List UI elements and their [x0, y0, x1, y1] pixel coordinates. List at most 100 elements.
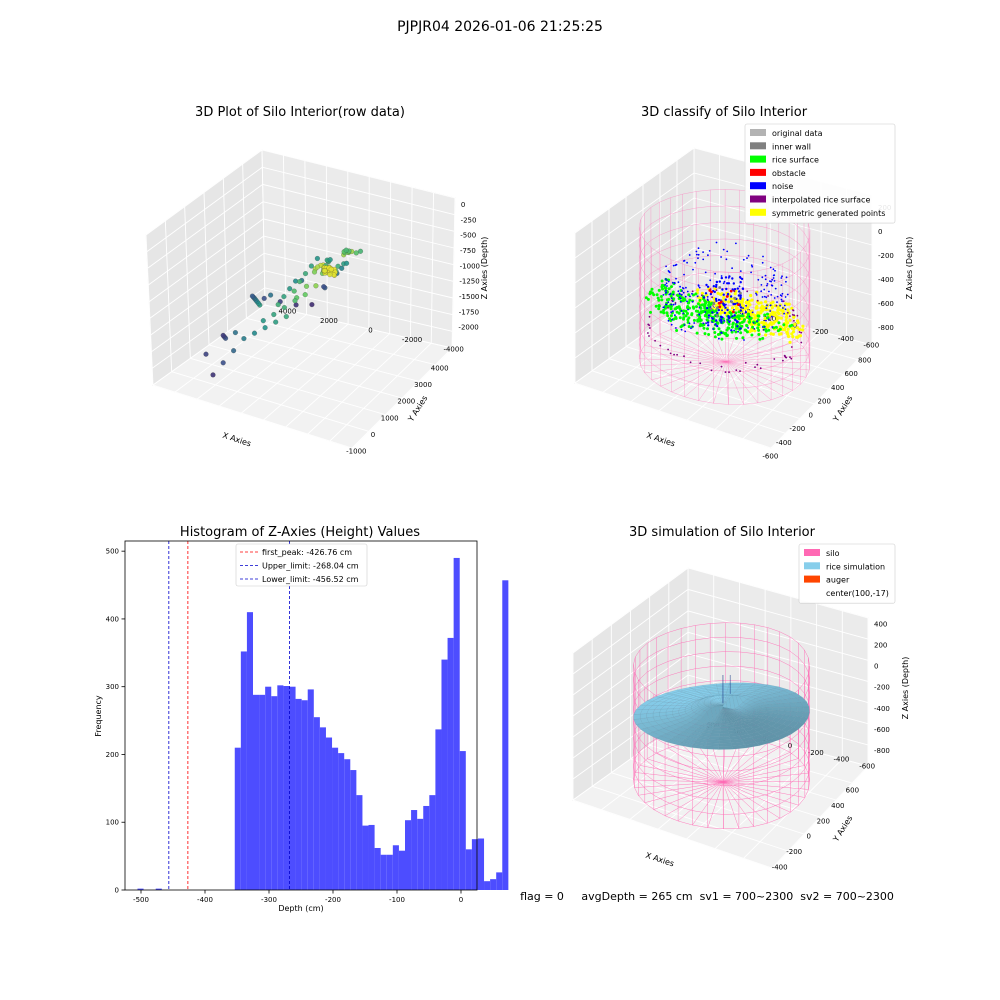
cls-noise-point	[666, 285, 668, 287]
cls-rice-point	[682, 298, 686, 302]
cls-rice-point	[701, 310, 705, 314]
raw-point	[304, 283, 310, 289]
cls-symmetric-point	[773, 311, 777, 315]
cls-rice-point	[751, 325, 755, 329]
cls-rice-point	[665, 311, 669, 315]
cls-noise-point	[687, 308, 689, 311]
cls-interpolated-point	[647, 332, 649, 334]
cls-interpolated-point	[756, 363, 759, 366]
sim-surface-facet	[784, 707, 792, 712]
cls-noise-point	[766, 283, 769, 285]
cls-noise-point	[769, 280, 771, 282]
sim-grid-y	[714, 751, 817, 849]
cls-center-noise-point	[719, 318, 723, 321]
cls-interpolated-point	[792, 309, 795, 312]
raw-grid-y	[307, 338, 411, 435]
cls-rice-point	[730, 325, 734, 329]
cls-noise-point	[722, 282, 725, 285]
cls-center-noise-point	[744, 311, 748, 314]
cls-obstacle-point	[732, 310, 735, 314]
cls-center-noise-point	[737, 294, 741, 297]
cls-rice-point	[691, 305, 695, 309]
cls-noise-point	[783, 304, 786, 307]
raw-point	[252, 330, 258, 336]
cls-center-noise-point	[732, 282, 735, 285]
cls-noise-point	[692, 268, 694, 271]
cls-noise-point	[709, 279, 712, 282]
cls-silo-spoke	[713, 361, 726, 404]
cls-noise-point	[753, 328, 756, 330]
cls-center-noise-point	[707, 324, 710, 327]
cls-legend-swatch	[750, 208, 766, 216]
cls-symmetric-point	[763, 316, 767, 321]
cls-symmetric-point	[779, 332, 783, 336]
status-footer: flag = 0 avgDepth = 265 cm sv1 = 700~230…	[520, 890, 894, 903]
cls-noise-point	[697, 247, 700, 250]
cls-noise-point	[684, 295, 687, 298]
cls-rice-point	[673, 307, 677, 311]
cls-noise-point	[769, 310, 772, 312]
raw-point	[303, 271, 309, 277]
cls-rice-point	[703, 306, 707, 310]
cls-rice-point	[774, 325, 778, 329]
cls-interpolated-point	[699, 362, 702, 365]
cls-silo-spoke	[671, 361, 726, 393]
cls-rice-point	[644, 296, 648, 300]
raw-grid-z	[151, 270, 453, 353]
cls-noise-point	[680, 293, 683, 296]
cls-center-noise-point	[727, 315, 730, 318]
cls-interpolated-point	[715, 289, 718, 291]
sim-z-tick: -600	[874, 726, 890, 734]
cls-interpolated-point	[759, 367, 762, 370]
cls-noise-point	[750, 271, 752, 274]
cls-interpolated-point	[701, 294, 703, 297]
raw-grid-y	[351, 347, 453, 449]
cls-rice-point	[650, 291, 654, 295]
cls-x-tick: -200	[789, 425, 805, 433]
cls-interpolated-point	[728, 371, 730, 374]
cls-obstacle-point	[715, 314, 719, 318]
cls-legend-swatch	[750, 155, 766, 163]
cls-rice-point	[680, 296, 684, 300]
cls-noise-point	[737, 330, 739, 333]
sim-z-tick: -400	[874, 705, 890, 713]
hist-legend-box	[235, 543, 368, 587]
hist-bar	[253, 694, 260, 890]
cls-rice-point	[682, 309, 685, 313]
cls-noise-point	[670, 311, 673, 314]
cls-noise-point	[723, 319, 726, 322]
cls-center-noise-point	[739, 306, 743, 309]
cls-obstacle-point	[715, 306, 719, 310]
hist-bar	[271, 696, 278, 890]
cls-noise-point	[769, 266, 772, 269]
cls-noise-point	[771, 278, 774, 281]
cls-interpolated-point	[654, 339, 656, 342]
cls-silo-spoke	[640, 361, 726, 367]
cls-legend-swatch	[750, 129, 766, 136]
cls-interpolated-point	[689, 361, 692, 364]
sim-silo-spoke	[722, 781, 805, 798]
sim-legend-label: center(100,-17)	[826, 589, 889, 598]
cls-noise-point	[762, 328, 765, 331]
hist-bar	[490, 879, 497, 890]
classify-plot-title: 3D classify of Silo Interior	[641, 105, 808, 120]
cls-silo-spoke	[725, 335, 790, 363]
sim-z-tick: -200	[874, 684, 890, 692]
sim-z-tick: -800	[874, 747, 890, 755]
sim-silo-spoke	[722, 752, 791, 783]
raw-grid-z	[145, 149, 456, 236]
hist-bar	[374, 847, 381, 890]
cls-rice-point	[703, 303, 706, 307]
raw-point	[220, 360, 226, 366]
cls-symmetric-point	[774, 314, 778, 318]
cls-rice-point	[660, 285, 664, 289]
sim-surface-facet	[707, 739, 720, 744]
hist-y-tick-label: 300	[106, 683, 119, 691]
cls-symmetric-point	[786, 308, 790, 312]
cls-interpolated-point	[767, 295, 769, 297]
cls-rice-point	[767, 328, 771, 332]
cls-noise-point	[662, 294, 665, 296]
raw-point	[312, 269, 318, 275]
cls-rice-point	[662, 308, 666, 312]
cls-symmetric-point	[765, 325, 769, 329]
